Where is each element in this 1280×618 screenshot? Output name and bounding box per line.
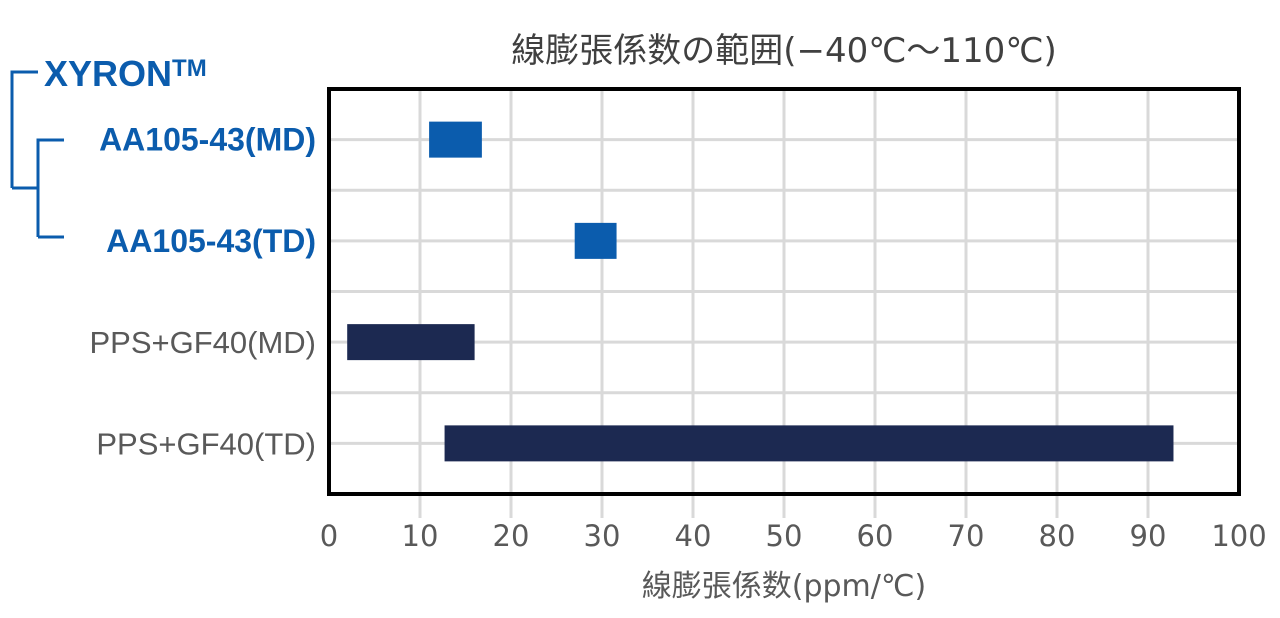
x-tick-label: 40 <box>675 519 712 553</box>
range-bar <box>429 121 482 158</box>
plot-frame <box>327 87 1241 496</box>
category-label: AA105-43(MD) <box>99 122 316 158</box>
group-label: XYRONTM <box>44 53 207 94</box>
range-bar <box>574 222 617 259</box>
x-tick-label: 60 <box>857 519 894 553</box>
x-tick-label: 90 <box>1130 519 1167 553</box>
range-bar <box>444 425 1174 462</box>
category-label: PPS+GF40(MD) <box>89 325 316 360</box>
category-label: AA105-43(TD) <box>106 223 316 259</box>
group-label-tm: TM <box>172 55 207 82</box>
x-tick-label: 100 <box>1211 519 1266 553</box>
x-tick-label: 20 <box>493 519 530 553</box>
bracket-outer-line <box>10 70 38 188</box>
range-bar <box>347 324 475 361</box>
x-tick-label: 10 <box>402 519 439 553</box>
grid-lines <box>329 89 1239 518</box>
category-labels: AA105-43(MD) AA105-43(TD) PPS+GF40(MD) PPS+… <box>89 122 316 462</box>
x-tick-label: 70 <box>948 519 985 553</box>
x-axis-tick-labels: 0 10 20 30 40 50 60 70 80 90 100 <box>320 519 1267 553</box>
category-label: PPS+GF40(TD) <box>96 426 316 461</box>
xyron-group-bracket: XYRONTM <box>10 53 207 239</box>
chart-title: 線膨張係数の範囲(−40℃〜110℃) <box>511 31 1057 71</box>
x-tick-label: 30 <box>584 519 621 553</box>
x-tick-label: 50 <box>766 519 803 553</box>
x-tick-label: 80 <box>1039 519 1076 553</box>
x-tick-label: 0 <box>320 519 338 553</box>
range-bars <box>347 121 1174 462</box>
x-axis-label: 線膨張係数(ppm/℃) <box>642 569 927 604</box>
bracket-inner-line <box>36 138 64 237</box>
group-label-text: XYRON <box>44 53 172 94</box>
